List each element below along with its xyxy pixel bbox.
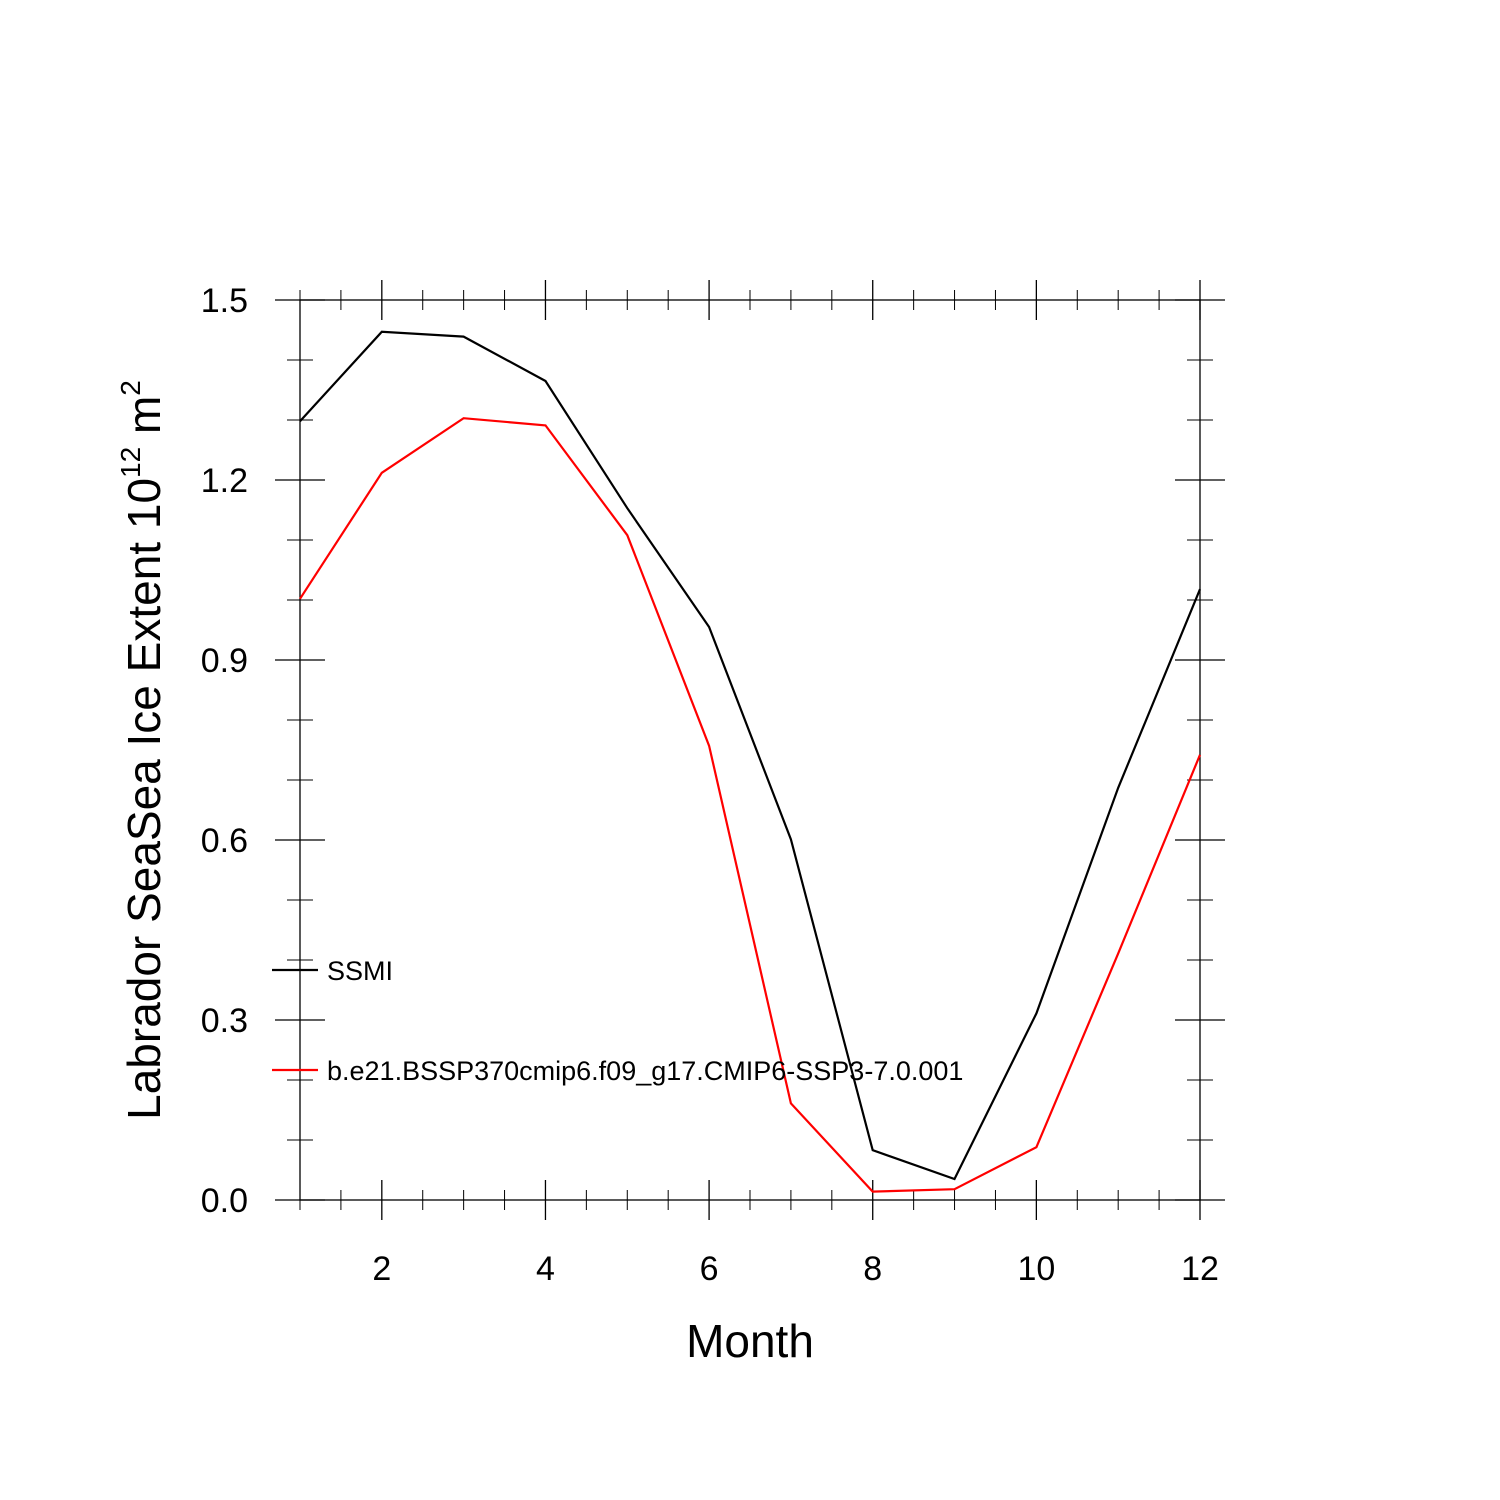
legend-label: SSMI — [327, 956, 393, 986]
legend: SSMI b.e21.BSSP370cmip6.f09_g17.CMIP6-SSP… — [272, 956, 963, 1086]
y-axis-title-unit: m — [118, 396, 170, 434]
x-tick-label: 4 — [536, 1250, 555, 1288]
y-axis-title-exponent: 12 — [115, 447, 146, 478]
axis-ticks — [275, 280, 1225, 1220]
y-tick-label: 1.2 — [201, 462, 248, 500]
x-tick-label: 8 — [863, 1250, 882, 1288]
x-tick-label: 2 — [372, 1250, 391, 1288]
y-axis-title-spacer — [118, 434, 170, 447]
y-tick-label: 0.3 — [201, 1002, 248, 1040]
legend-label: b.e21.BSSP370cmip6.f09_g17.CMIP6-SSP3-7.… — [327, 1056, 963, 1086]
x-tick-label: 10 — [1017, 1250, 1055, 1288]
x-tick-label: 6 — [700, 1250, 719, 1288]
axis-tick-labels: 2 4 6 8 10 12 0.0 0.3 0.6 0.9 1.2 1.5 — [201, 282, 1219, 1288]
y-tick-label: 1.5 — [201, 282, 248, 320]
x-tick-label: 12 — [1181, 1250, 1219, 1288]
y-axis-title-text: Labrador SeaSea Ice Extent 10 — [118, 478, 170, 1120]
y-axis-title: Labrador SeaSea Ice Extent 1012 m2 — [115, 380, 170, 1120]
series-line-1 — [299, 330, 1202, 1181]
x-axis-title: Month — [686, 1315, 814, 1367]
y-tick-label: 0.9 — [201, 642, 248, 680]
series-line-2 — [299, 417, 1202, 1193]
series-lines — [299, 330, 1202, 1193]
y-axis-title-unit-exponent: 2 — [115, 380, 146, 396]
y-tick-label: 0.6 — [201, 822, 248, 860]
y-tick-label: 0.0 — [201, 1182, 248, 1220]
